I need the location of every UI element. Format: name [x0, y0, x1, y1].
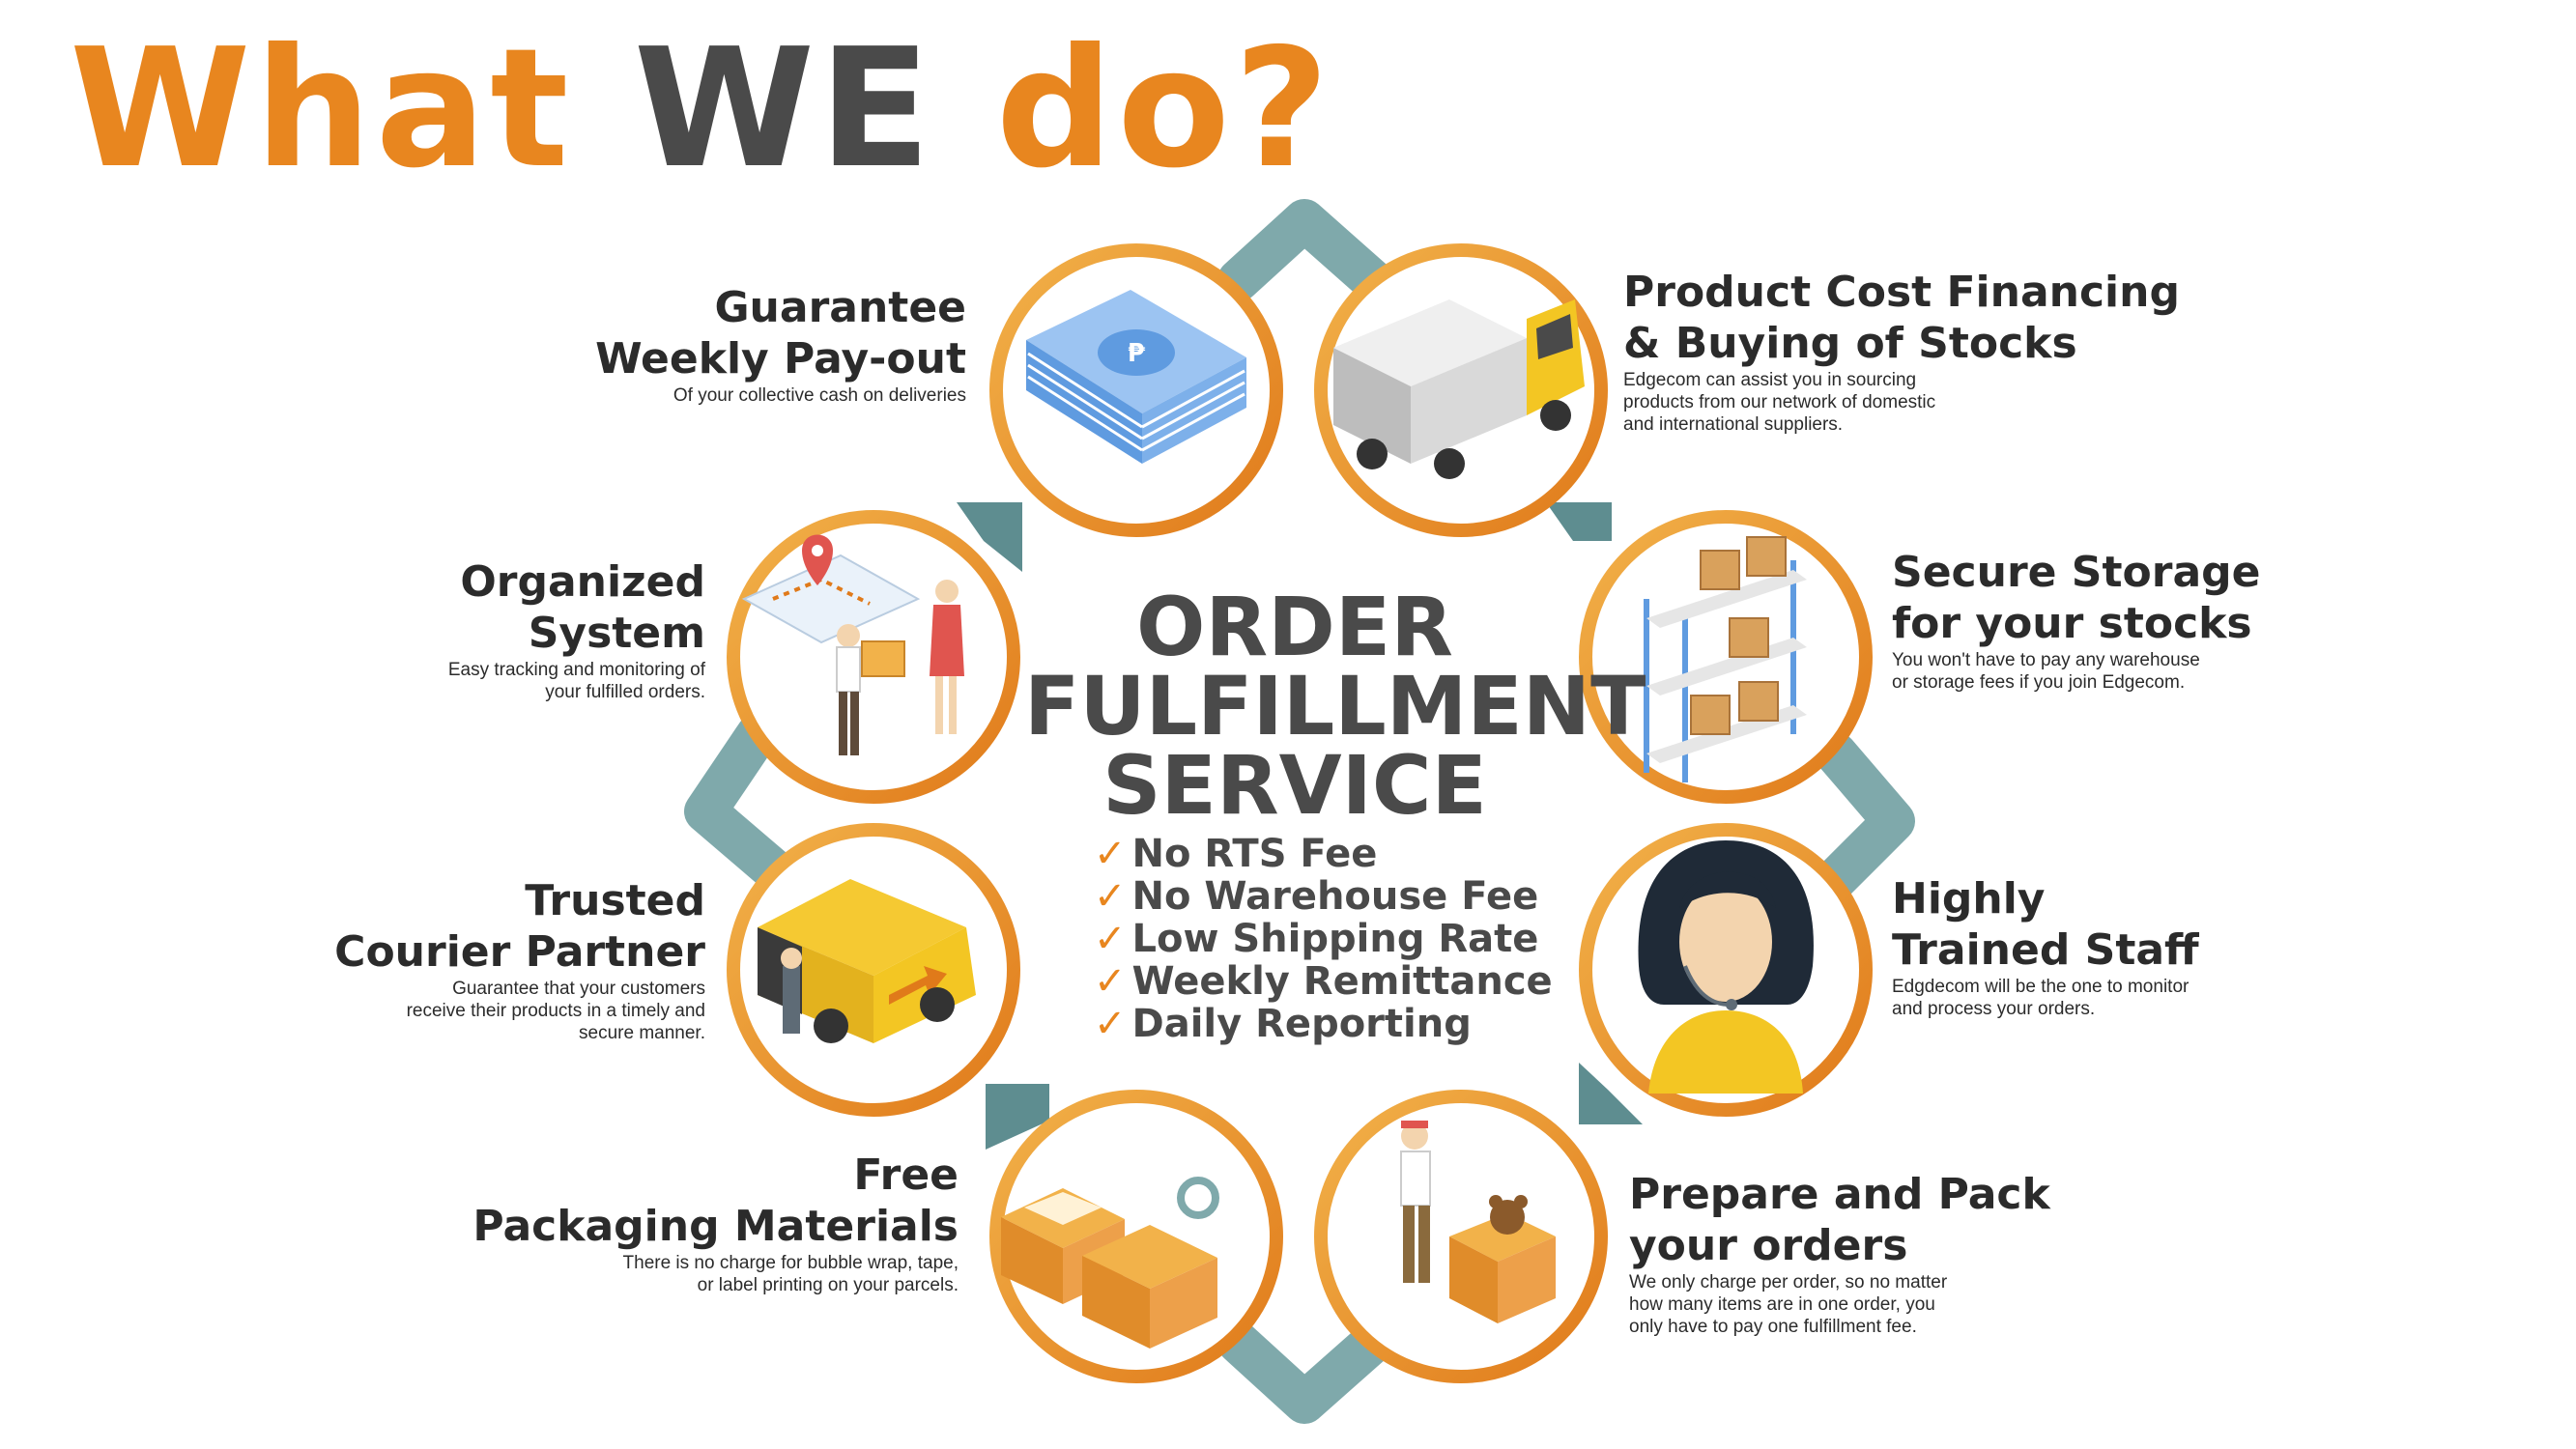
svg-text:₱: ₱	[1128, 339, 1146, 368]
packing-worker-icon	[1400, 1121, 1556, 1323]
feature-title: Organized	[460, 557, 705, 607]
feature-desc: Edgecom can assist you in sourcing	[1623, 370, 1917, 390]
feature-desc: or storage fees if you join Edgecom.	[1892, 672, 2186, 693]
feature-title: for your stocks	[1892, 599, 2252, 648]
benefit-item: ✓ No Warehouse Fee	[1094, 874, 1539, 919]
feature-title: Weekly Pay-out	[595, 334, 966, 384]
feature-desc: and process your orders.	[1892, 999, 2096, 1019]
feature-desc: Of your collective cash on deliveries	[673, 385, 966, 406]
page-title: What WE do?	[70, 27, 1333, 191]
feature-desc: and international suppliers.	[1623, 414, 1844, 435]
feature-title: & Buying of Stocks	[1623, 319, 2077, 368]
storage-shelf-icon	[1644, 536, 1807, 782]
cycle-arrows	[684, 199, 1915, 1424]
feature-desc: or label printing on your parcels.	[697, 1275, 959, 1295]
checkmark-icon: ✓	[1094, 874, 1127, 919]
title-do: do?	[995, 14, 1333, 205]
delivery-truck-icon	[1333, 299, 1585, 479]
packaging-boxes-icon	[1001, 1177, 1219, 1349]
checkmark-icon: ✓	[1094, 832, 1127, 876]
feature-title: your orders	[1629, 1221, 1908, 1270]
checkmark-icon: ✓	[1094, 1002, 1127, 1046]
feature-title: Secure Storage	[1892, 548, 2261, 597]
feature-courier: Trusted Courier Partner Guarantee that y…	[126, 875, 705, 1044]
feature-financing: Product Cost Financing & Buying of Stock…	[1623, 267, 2222, 436]
feature-desc: Edgdecom will be the one to monitor	[1892, 977, 2190, 997]
feature-desc: There is no charge for bubble wrap, tape…	[622, 1253, 959, 1273]
feature-title: Product Cost Financing	[1623, 268, 2180, 317]
feature-desc: your fulfilled orders.	[545, 682, 705, 702]
feature-staff: Highly Trained Staff Edgdecom will be th…	[1892, 873, 2472, 1020]
service-heading: ORDER FULFILLMENT SERVICE	[1024, 580, 1646, 833]
feature-packaging: Free Packaging Materials There is no cha…	[359, 1150, 959, 1296]
arrow-head-top-right	[1546, 502, 1612, 541]
money-stack-icon: ₱	[1026, 290, 1246, 464]
courier-van-icon	[758, 879, 976, 1043]
feature-desc: receive their products in a timely and	[406, 1001, 705, 1021]
feature-organized: Organized System Easy tracking and monit…	[126, 556, 705, 703]
checkmark-icon: ✓	[1094, 959, 1127, 1004]
feature-storage: Secure Storage for your stocks You won't…	[1892, 547, 2472, 694]
feature-desc: only have to pay one fulfillment fee.	[1629, 1317, 1917, 1337]
title-we: WE	[633, 14, 935, 205]
feature-title: System	[528, 609, 705, 658]
map-tracking-icon	[741, 534, 964, 755]
feature-title: Trusted	[525, 876, 705, 925]
feature-title: Highly	[1892, 874, 2046, 923]
benefit-item: ✓ No RTS Fee	[1094, 832, 1378, 876]
arrow-top	[1217, 199, 1393, 301]
feature-title: Prepare and Pack	[1629, 1170, 2050, 1219]
feature-title: Guarantee	[714, 283, 966, 332]
arrow-head-bottom-right	[1579, 1063, 1643, 1124]
arrow-right	[1815, 732, 1915, 900]
feature-payout: Guarantee Weekly Pay-out Of your collect…	[425, 282, 966, 407]
feature-desc: secure manner.	[579, 1023, 705, 1043]
service-heading-line3: SERVICE	[1102, 738, 1487, 833]
feature-desc: how many items are in one order, you	[1629, 1294, 1935, 1315]
arrow-head-bottom-left	[986, 1084, 1049, 1150]
feature-desc: We only charge per order, so no matter	[1629, 1272, 1948, 1293]
arrow-left	[684, 713, 794, 891]
arrow-heads	[957, 502, 1643, 1150]
feature-title: Free	[853, 1151, 959, 1200]
benefits-list: ✓ No RTS Fee ✓ No Warehouse Fee ✓ Low Shipp…	[1094, 833, 1558, 1045]
checkmark-icon: ✓	[1094, 917, 1127, 961]
feature-desc: products from our network of domestic	[1623, 392, 1936, 412]
service-heading-line2: FULFILLMENT	[1024, 659, 1646, 753]
benefit-item: ✓ Low Shipping Rate	[1094, 917, 1539, 961]
feature-pack: Prepare and Pack your orders We only cha…	[1629, 1169, 2228, 1338]
feature-title: Courier Partner	[334, 927, 705, 977]
benefit-item: ✓ Weekly Remittance	[1094, 959, 1553, 1004]
arrow-bottom	[1217, 1321, 1393, 1424]
feature-desc: Guarantee that your customers	[452, 979, 705, 999]
support-agent-icon	[1638, 840, 1814, 1094]
title-what: What	[70, 14, 573, 205]
feature-title: Packaging Materials	[472, 1202, 959, 1251]
feature-desc: Easy tracking and monitoring of	[447, 660, 705, 680]
feature-title: Trained Staff	[1892, 925, 2199, 975]
benefit-item: ✓ Daily Reporting	[1094, 1002, 1472, 1046]
arrow-head-top-left	[957, 502, 1022, 572]
service-heading-line1: ORDER	[1136, 580, 1453, 674]
feature-desc: You won't have to pay any warehouse	[1892, 650, 2200, 670]
